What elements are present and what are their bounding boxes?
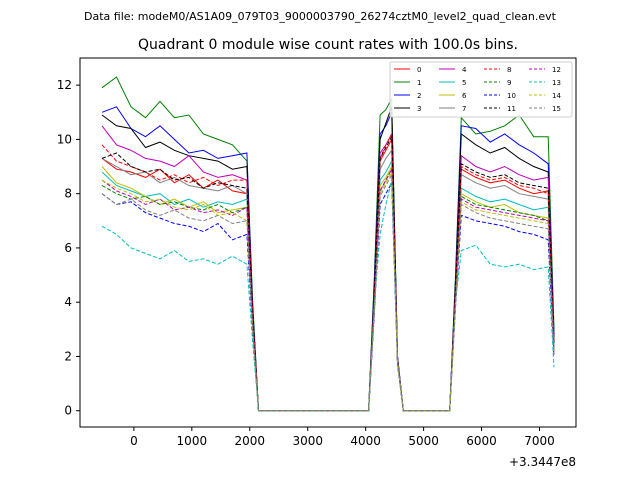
legend-label-9: 9 xyxy=(507,79,511,87)
legend-label-14: 14 xyxy=(552,92,561,100)
x-tick-label: 3000 xyxy=(292,434,323,448)
legend-label-5: 5 xyxy=(462,79,466,87)
y-tick-label: 2 xyxy=(64,349,72,363)
series-line-13 xyxy=(101,179,555,412)
x-tick-label: 6000 xyxy=(466,434,497,448)
series-line-7 xyxy=(101,148,555,412)
series-line-0 xyxy=(101,137,555,412)
legend-label-12: 12 xyxy=(552,66,561,74)
legend-label-6: 6 xyxy=(462,92,467,100)
series-line-15 xyxy=(101,172,555,412)
legend-label-11: 11 xyxy=(507,105,516,113)
x-tick-label: 5000 xyxy=(408,434,439,448)
series-line-11 xyxy=(101,134,555,412)
series-line-5 xyxy=(101,159,555,412)
legend-label-15: 15 xyxy=(552,105,561,113)
legend-label-3: 3 xyxy=(417,105,421,113)
chart-title: Quadrant 0 module wise count rates with … xyxy=(138,37,518,53)
plot-area xyxy=(101,76,555,412)
legend-label-7: 7 xyxy=(462,105,466,113)
y-tick-label: 4 xyxy=(64,295,72,309)
series-line-10 xyxy=(101,180,555,412)
legend-label-2: 2 xyxy=(417,92,421,100)
x-tick-label: 2000 xyxy=(235,434,266,448)
legend-label-8: 8 xyxy=(507,66,511,74)
legend-label-0: 0 xyxy=(417,66,421,74)
series-line-14 xyxy=(101,170,555,412)
legend-label-13: 13 xyxy=(552,79,561,87)
legend-frame xyxy=(389,61,573,118)
y-tick-label: 6 xyxy=(64,241,72,255)
series-line-4 xyxy=(101,125,555,412)
legend-label-10: 10 xyxy=(507,92,516,100)
legend-label-4: 4 xyxy=(462,66,467,74)
y-tick-label: 0 xyxy=(64,404,72,418)
x-tick-label: 1000 xyxy=(177,434,208,448)
y-tick-label: 8 xyxy=(64,187,72,201)
x-tick-label: 7000 xyxy=(524,434,555,448)
x-offset-label: +3.3447e8 xyxy=(509,455,576,469)
series-line-1 xyxy=(101,76,555,412)
series-line-8 xyxy=(101,132,555,412)
x-tick-label: 4000 xyxy=(350,434,381,448)
axes-frame xyxy=(79,57,577,428)
legend-label-1: 1 xyxy=(417,79,421,87)
x-tick-label: 0 xyxy=(130,434,138,448)
y-tick-label: 10 xyxy=(57,132,72,146)
y-tick-label: 12 xyxy=(57,78,72,92)
file-label: Data file: modeM0/AS1A09_079T03_90000037… xyxy=(84,10,557,23)
